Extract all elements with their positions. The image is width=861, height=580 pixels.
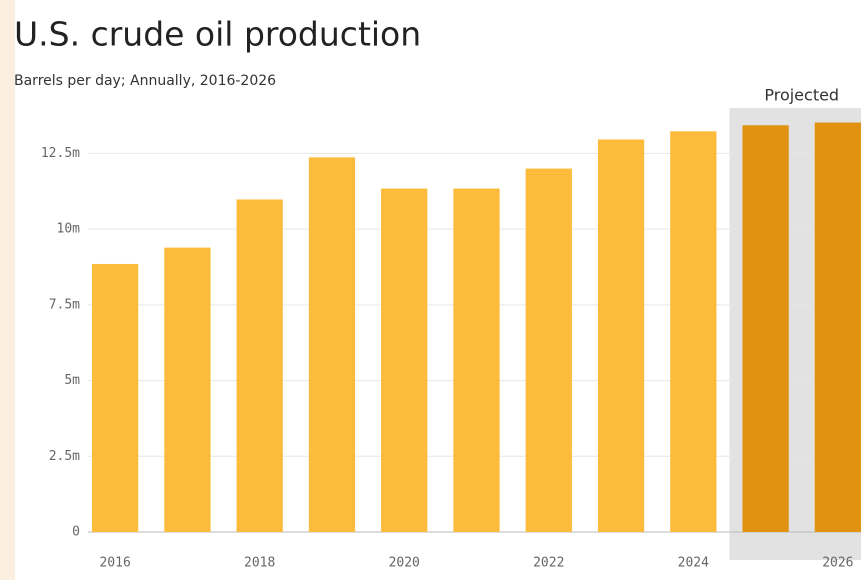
x-tick-label: 2018 xyxy=(244,556,275,571)
bar xyxy=(670,131,717,532)
projected-label: Projected xyxy=(764,86,839,105)
x-tick-label: 2016 xyxy=(99,556,130,571)
y-tick-label: 5m xyxy=(64,373,80,388)
y-tick-label: 12.5m xyxy=(41,146,80,161)
x-tick-label: 2020 xyxy=(389,556,420,571)
x-tick-label: 2022 xyxy=(533,556,564,571)
bar xyxy=(381,188,428,532)
x-tick-label: 2026 xyxy=(822,556,853,571)
bar xyxy=(308,157,356,532)
bar xyxy=(814,122,861,532)
bar xyxy=(164,247,211,533)
bar xyxy=(525,168,572,533)
bar xyxy=(453,188,500,532)
x-tick-label: 2024 xyxy=(678,556,709,571)
bar xyxy=(597,139,645,533)
bar xyxy=(236,199,283,532)
y-tick-label: 10m xyxy=(57,222,81,237)
chart-subtitle: Barrels per day; Annually, 2016-2026 xyxy=(14,73,276,89)
bar xyxy=(742,125,789,533)
y-tick-label: 7.5m xyxy=(49,297,80,312)
y-tick-label: 2.5m xyxy=(49,449,80,464)
panel xyxy=(15,0,861,580)
chart-title: U.S. crude oil production xyxy=(14,15,421,54)
bar xyxy=(92,263,139,532)
y-tick-label: 0 xyxy=(72,525,80,540)
